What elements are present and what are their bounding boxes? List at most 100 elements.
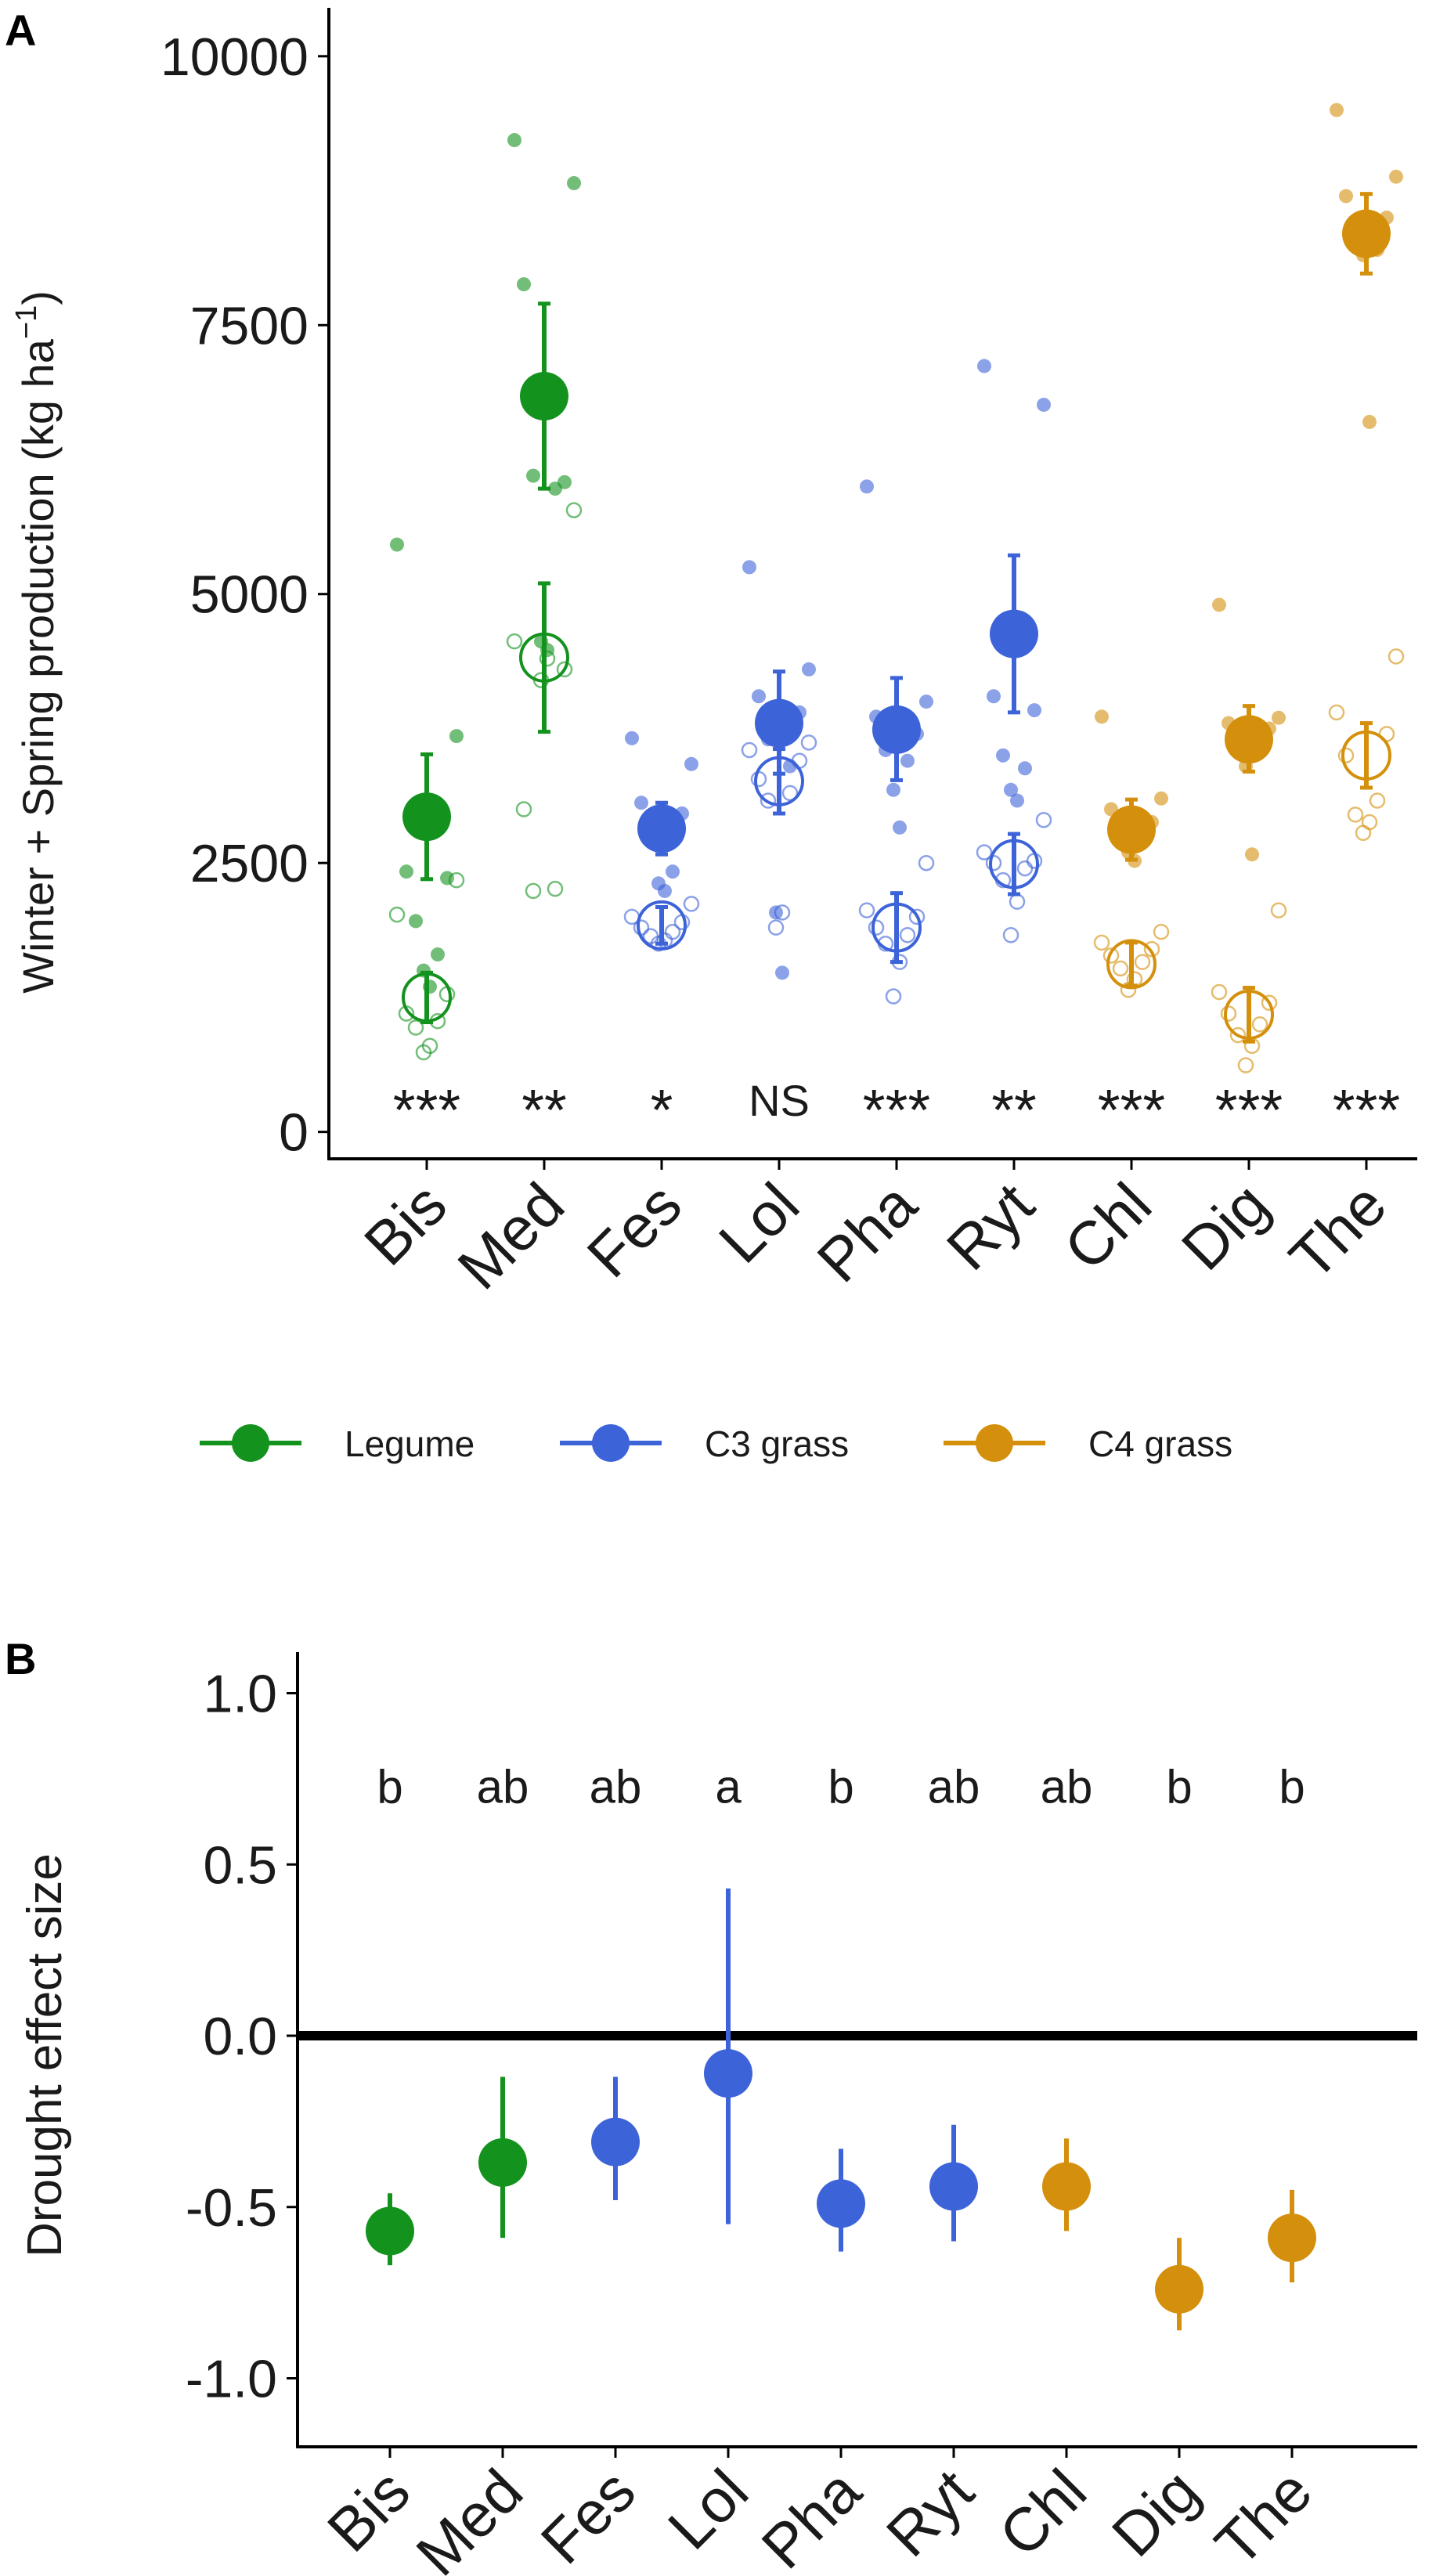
panel-a-drought-point-chl	[1093, 934, 1110, 951]
panel-a-control-point-lol	[752, 689, 766, 704]
panel-b-group-letter-lol: a	[715, 1761, 742, 1813]
panel-a-significance-dig: ***	[1215, 1077, 1283, 1142]
panel-a-control-point-the	[1330, 103, 1344, 117]
panel-a-drought-point-pha	[868, 919, 885, 936]
panel-a-control-point-ryt	[1010, 793, 1024, 808]
panel-a-significance-ryt: **	[991, 1077, 1037, 1142]
panel-a-drought-point-med	[515, 801, 532, 817]
panel-a-drought-point-med	[565, 502, 583, 518]
panel-b-x-tick-label-lol: Lol	[655, 2456, 761, 2563]
legend-item-legume: Legume	[200, 1423, 475, 1464]
panel-a-drought-point-ryt	[1002, 926, 1019, 943]
panel-b-x-tick-label-dig: Dig	[1099, 2456, 1212, 2570]
panel-a-control-point-fes	[625, 731, 639, 745]
panel-a-x-tick-label-ryt: Ryt	[933, 1170, 1047, 1283]
panel-a-control-point-ryt	[1027, 703, 1041, 718]
panel-a-control-point-chl	[1154, 791, 1168, 806]
panel-a-drought-point-chl	[1102, 947, 1120, 964]
panel-a-drought-mean-the	[1341, 730, 1391, 781]
panel-a-control-mean-chl	[1107, 805, 1156, 854]
panel-a-control-point-bis	[440, 871, 454, 886]
panel-b-group-letter-the: b	[1279, 1761, 1305, 1813]
panel-a-drought-point-ryt	[985, 854, 1002, 871]
panel-b-group-letter-chl: ab	[1041, 1761, 1093, 1813]
panel-a-drought-point-dig	[1261, 994, 1278, 1012]
legend-label-legume: Legume	[345, 1423, 475, 1464]
panel-a-significance-fes: *	[651, 1077, 673, 1142]
panel-a-control-point-med	[526, 468, 540, 483]
panel-b-x-tick-label-pha: Pha	[749, 2455, 875, 2576]
panel-a-y-axis-title: Winter + Spring production (kg ha−1)	[10, 290, 63, 994]
panel-a-y-tick-label: 2500	[190, 834, 309, 893]
panel-a-drought-point-ryt	[1035, 811, 1052, 828]
panel-a-control-mean-lol	[755, 698, 803, 748]
panel-label-a: A	[5, 5, 36, 55]
panel-b-group-letter-ryt: ab	[928, 1761, 980, 1813]
panel-b-x-tick-label-ryt: Ryt	[873, 2456, 987, 2570]
panel-a-drought-point-med	[547, 880, 564, 897]
panel-a-significance-med: **	[521, 1077, 567, 1142]
panel-a-drought-point-med	[539, 650, 556, 667]
panel-a-drought-point-the	[1337, 747, 1355, 764]
panel-a-drought-point-the	[1361, 814, 1378, 831]
panel-a-drought-point-ryt	[1009, 893, 1026, 910]
panel-a-control-point-bis	[431, 947, 445, 961]
panel-a-control-point-pha	[919, 695, 933, 709]
panel-a-control-point-med	[548, 482, 562, 496]
panel-a-y-tick-label: 10000	[161, 27, 309, 87]
panel-a-drought-point-lol	[774, 904, 791, 921]
panel-a-drought-point-the	[1388, 648, 1405, 665]
panel-a-drought-point-fes	[664, 923, 681, 940]
panel-b-mean-ryt	[929, 2162, 978, 2211]
panel-label-b: B	[5, 1634, 36, 1683]
panel-a-control-point-fes	[658, 883, 672, 898]
legend-label-c4: C4 grass	[1088, 1423, 1232, 1464]
panel-a-control-point-lol	[802, 662, 816, 676]
panel-a-control-point-ryt	[1004, 782, 1018, 797]
panel-a-drought-point-fes	[633, 919, 650, 936]
panel-a-drought-point-pha	[918, 854, 935, 871]
legend: Legume C3 grass C4 grass	[200, 1423, 1232, 1464]
panel-a-x-tick-label-med: Med	[445, 1170, 578, 1303]
panel-a-control-point-med	[567, 175, 581, 190]
panel-a-x-tick-label-pha: Pha	[804, 1169, 930, 1295]
panel-a-control-point-ryt	[996, 748, 1010, 763]
panel-a-control-point-dig	[1272, 710, 1286, 725]
panel-b-mean-pha	[817, 2179, 865, 2228]
panel-a-drought-point-dig	[1270, 902, 1287, 918]
panel-a-drought-point-lol	[760, 792, 777, 809]
panel-b-y-axis-title: Drought effect size	[18, 1853, 72, 2257]
panel-a-significance-lol: NS	[749, 1076, 810, 1125]
panel-b-y-tick-label: 1.0	[203, 1665, 277, 1724]
panel-a-control-mean-med	[520, 371, 568, 420]
panel-b-group-letter-pha: b	[828, 1761, 853, 1813]
panel-a-control-point-dig	[1245, 847, 1259, 862]
panel-a-control-point-pha	[886, 782, 900, 797]
panel-a-drought-point-bis	[415, 1044, 432, 1061]
panel-a-drought-mean-dig	[1224, 989, 1274, 1040]
panel-b-x-tick-label-med: Med	[403, 2456, 536, 2576]
legend-marker-c4	[976, 1424, 1013, 1462]
panel-a-control-point-the	[1389, 169, 1403, 184]
panel-a-control-point-ryt	[1037, 397, 1051, 412]
panel-a-control-point-chl	[1095, 709, 1109, 724]
panel-a-drought-point-chl	[1120, 982, 1137, 998]
panel-a-control-point-pha	[900, 753, 915, 768]
panel-a-control-point-bis	[449, 729, 464, 744]
panel-a-drought-mean-lol	[754, 756, 804, 806]
panel-a-drought-point-the	[1355, 824, 1372, 841]
panel-a-drought-point-chl	[1153, 923, 1170, 940]
panel-b-y-tick-label: -0.5	[186, 2178, 277, 2238]
legend-marker-legume	[232, 1424, 269, 1462]
panel-a-drought-point-dig	[1211, 983, 1228, 1001]
panel-b-mean-bis	[366, 2206, 414, 2256]
panel-a-y-tick-label: 5000	[190, 565, 309, 625]
panel-a-drought-mean-pha	[871, 902, 922, 953]
panel-a-control-mean-dig	[1225, 715, 1273, 764]
panel-a-control-mean-fes	[637, 804, 686, 853]
panel-a-control-point-bis	[409, 914, 423, 929]
panel-a-drought-point-bis	[448, 871, 465, 889]
legend-marker-c3	[592, 1424, 630, 1462]
panel-a-drought-point-med	[525, 882, 542, 900]
panel-a-control-point-fes	[684, 756, 698, 771]
